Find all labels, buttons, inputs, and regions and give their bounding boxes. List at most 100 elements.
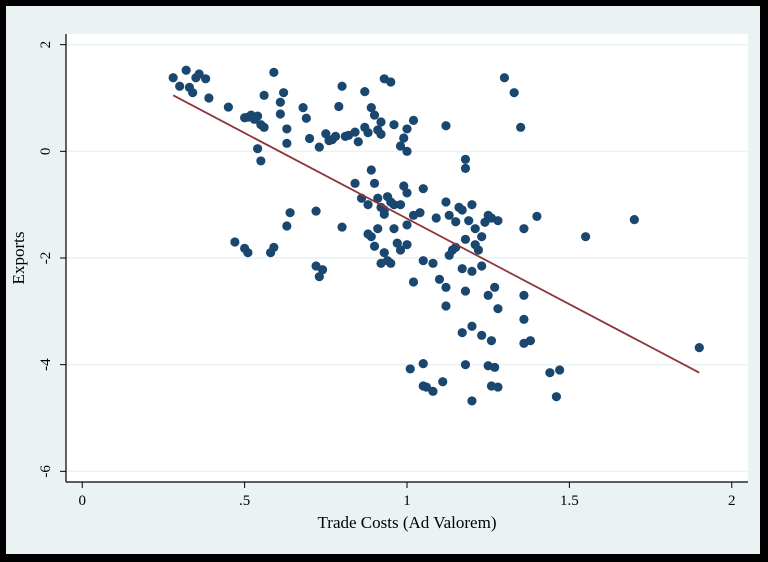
data-point — [314, 142, 324, 152]
data-point — [379, 209, 389, 219]
y-axis-title: Exports — [9, 232, 28, 285]
data-point — [418, 184, 428, 194]
data-point — [314, 272, 324, 282]
data-point — [168, 73, 178, 83]
data-point — [282, 138, 292, 148]
axes: 0 .5 1 1.5 2 2 0 -2 -4 -6 — [38, 34, 748, 509]
data-point — [421, 382, 432, 392]
y-tick-label: -6 — [38, 465, 54, 478]
data-point — [405, 364, 415, 374]
data-point — [369, 110, 380, 120]
data-point — [389, 120, 399, 130]
data-point — [525, 336, 536, 346]
data-point — [350, 178, 360, 188]
data-point — [441, 301, 451, 311]
data-point — [386, 77, 396, 87]
data-point — [269, 67, 279, 77]
data-point — [509, 88, 519, 98]
data-point — [278, 88, 289, 98]
data-point — [366, 103, 376, 113]
fit-line-group — [172, 94, 700, 374]
data-point — [298, 103, 308, 113]
data-point — [457, 264, 467, 274]
data-point — [282, 124, 292, 134]
data-point — [311, 206, 321, 216]
data-point — [402, 240, 412, 250]
data-point — [275, 109, 285, 119]
data-point — [438, 377, 448, 387]
data-point — [181, 65, 191, 75]
data-point — [253, 144, 263, 154]
data-point — [467, 266, 477, 276]
data-point — [551, 392, 561, 402]
chart-frame: 0 .5 1 1.5 2 2 0 -2 -4 -6 Trade Costs (Ad Valorem… — [6, 6, 760, 554]
data-point — [428, 258, 438, 268]
data-point — [477, 232, 487, 242]
data-point — [304, 133, 315, 144]
data-point — [204, 93, 214, 103]
data-point — [330, 131, 341, 141]
data-point — [451, 217, 461, 227]
data-point — [337, 81, 347, 91]
data-point — [457, 205, 467, 215]
data-point — [363, 200, 373, 210]
data-point — [431, 213, 441, 223]
data-point — [434, 274, 445, 284]
data-point — [519, 314, 529, 324]
data-point — [282, 221, 292, 231]
data-point — [188, 88, 198, 98]
data-point — [581, 232, 591, 242]
data-point — [499, 73, 510, 83]
data-point — [516, 122, 526, 132]
data-point — [483, 361, 493, 371]
data-point — [408, 277, 419, 287]
data-point — [269, 242, 279, 252]
data-point — [470, 224, 480, 234]
x-tick-label: 2 — [728, 493, 736, 509]
data-point — [373, 224, 383, 234]
data-point — [460, 163, 471, 173]
data-point — [285, 208, 295, 218]
data-point — [694, 343, 704, 353]
data-point — [379, 248, 389, 258]
x-tick-label: 0 — [78, 493, 86, 509]
data-point — [402, 124, 412, 134]
x-tick-label: 1 — [403, 493, 411, 509]
data-point — [493, 304, 503, 314]
data-point — [629, 215, 639, 225]
data-point — [486, 336, 497, 346]
data-point — [337, 222, 347, 232]
data-point — [243, 248, 253, 258]
y-tick-label: -4 — [38, 358, 54, 371]
data-point — [395, 200, 406, 210]
data-point — [532, 211, 542, 221]
data-point — [256, 156, 266, 166]
data-point — [467, 396, 477, 406]
data-point — [493, 216, 503, 226]
data-point — [223, 102, 233, 112]
data-point — [467, 200, 477, 210]
x-tick-label: .5 — [239, 493, 250, 509]
data-point — [428, 386, 438, 396]
data-point — [545, 368, 555, 378]
data-point — [369, 241, 380, 251]
y-tick-label: -2 — [38, 252, 54, 265]
data-point — [201, 74, 211, 84]
data-point — [389, 224, 399, 234]
data-point — [470, 240, 480, 250]
data-point — [415, 208, 425, 218]
x-tick-label: 1.5 — [560, 493, 579, 509]
data-point — [444, 210, 454, 220]
data-point — [399, 181, 409, 191]
data-point — [363, 128, 373, 138]
data-points — [168, 65, 704, 406]
data-point — [366, 232, 376, 242]
data-point — [321, 129, 331, 139]
data-point — [175, 81, 185, 91]
data-point — [389, 200, 399, 210]
data-point — [230, 237, 240, 247]
data-point — [399, 133, 409, 143]
data-point — [360, 87, 370, 97]
data-point — [418, 359, 428, 369]
data-point — [259, 90, 269, 100]
